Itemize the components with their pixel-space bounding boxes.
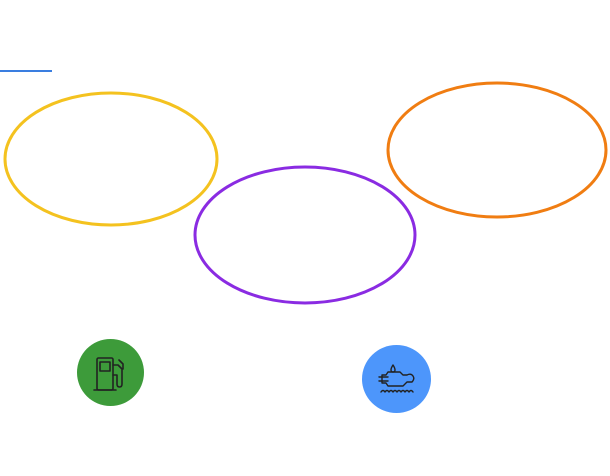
fuel-pump-icon [92,356,124,391]
orange-ellipse [386,81,608,219]
purple-ellipse [193,165,417,305]
blue-line-segment [0,70,52,72]
engine-oil-icon [377,364,414,393]
yellow-ellipse [3,91,219,227]
fuel-badge [77,339,144,406]
engine-badge [362,345,431,413]
